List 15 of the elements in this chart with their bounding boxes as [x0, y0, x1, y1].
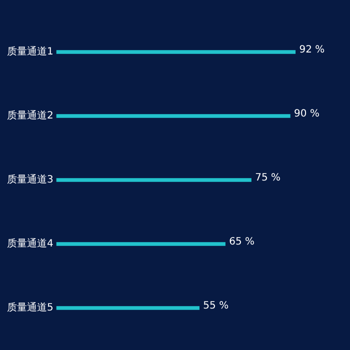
- bar: [56, 242, 226, 246]
- bar: [56, 178, 252, 182]
- data-label: 65 %: [229, 236, 255, 248]
- bar: [56, 306, 200, 310]
- y-tick-label: 质量通道3: [6, 174, 54, 186]
- y-tick-label: 质量通道2: [6, 110, 54, 122]
- bar: [56, 114, 290, 118]
- y-tick-label: 质量通道1: [6, 46, 54, 58]
- bar: [56, 50, 296, 54]
- data-label: 90 %: [294, 108, 320, 120]
- y-tick-label: 质量通道4: [6, 238, 54, 250]
- y-tick-label: 质量通道5: [6, 302, 54, 314]
- data-label: 55 %: [203, 300, 229, 312]
- data-label: 75 %: [255, 172, 280, 184]
- data-label: 92 %: [299, 44, 325, 56]
